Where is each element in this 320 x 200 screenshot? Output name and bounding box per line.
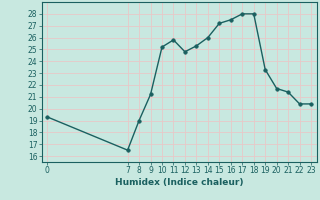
X-axis label: Humidex (Indice chaleur): Humidex (Indice chaleur): [115, 178, 244, 187]
